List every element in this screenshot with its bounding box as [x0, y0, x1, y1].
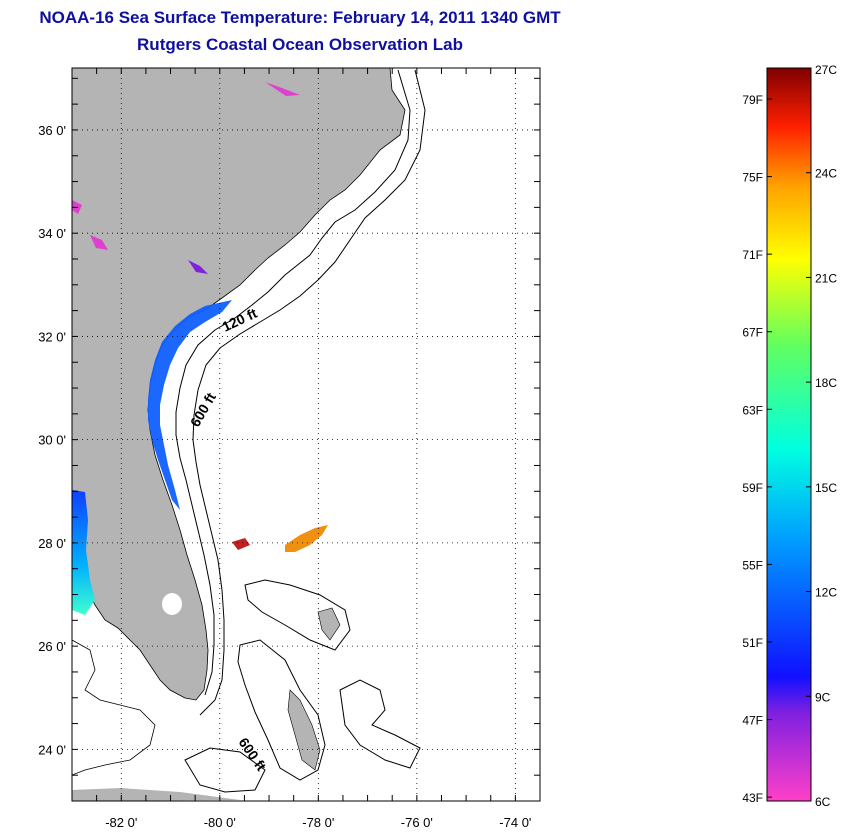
sst-gulf-patch	[72, 490, 95, 615]
colorbar-fahrenheit-label: 63F	[742, 403, 763, 417]
map-border	[71, 67, 541, 802]
longitude-labels: -82 0' -80 0' -78 0' -76 0' -74 0'	[105, 815, 531, 830]
colorbar-celsius-label: 15C	[815, 481, 837, 495]
colorbar-fahrenheit-label: 75F	[742, 171, 763, 185]
colorbar-fahrenheit-label: 43F	[742, 791, 763, 805]
colorbar-celsius-label: 6C	[815, 795, 831, 809]
sst-spot	[90, 235, 108, 250]
colorbar-celsius-labels: 27C 24C 21C 18C 15C 12C 9C 6C	[806, 63, 837, 809]
colorbar-celsius-label: 21C	[815, 271, 837, 285]
bahamas-island-central	[287, 689, 321, 771]
bahamas-bank-north	[244, 579, 351, 651]
longitude-label: -76 0'	[401, 815, 433, 830]
latitude-label: 32 0'	[38, 329, 66, 344]
sst-warm-patch	[285, 525, 328, 552]
colorbar-fahrenheit-label: 51F	[742, 636, 763, 650]
colorbar-fahrenheit-label: 79F	[742, 93, 763, 107]
map-grid	[71, 68, 541, 802]
sst-warm-patch-2	[232, 538, 250, 550]
map-title: NOAA-16 Sea Surface Temperature: Februar…	[39, 8, 561, 27]
latitude-labels: 36 0' 34 0' 32 0' 30 0' 28 0' 26 0' 24 0'	[38, 123, 66, 757]
latitude-label: 26 0'	[38, 639, 66, 654]
bahamas-bank-east	[339, 679, 421, 769]
contour-120ft	[175, 69, 411, 696]
sst-coastal-band	[148, 300, 232, 510]
bahamas-bank-central	[237, 639, 326, 781]
colorbar-celsius-label: 27C	[815, 63, 837, 77]
map-subtitle: Rutgers Coastal Ocean Observation Lab	[137, 35, 463, 54]
bahamas-island-north	[317, 607, 341, 641]
colorbar-celsius-label: 18C	[815, 376, 837, 390]
colorbar-fahrenheit-label: 71F	[742, 248, 763, 262]
colorbar-fahrenheit-label: 59F	[742, 481, 763, 495]
colorbar-fahrenheit-label: 47F	[742, 714, 763, 728]
sst-spot	[265, 82, 300, 96]
latitude-label: 30 0'	[38, 433, 66, 448]
latitude-label: 34 0'	[38, 226, 66, 241]
cuba-bank	[184, 747, 266, 793]
colorbar-fahrenheit-label: 67F	[742, 326, 763, 340]
colorbar-celsius-label: 12C	[815, 586, 837, 600]
longitude-label: -78 0'	[302, 815, 334, 830]
latitude-label: 36 0'	[38, 123, 66, 138]
colorbar-fahrenheit-label: 55F	[742, 558, 763, 572]
colorbar-celsius-label: 24C	[815, 167, 837, 181]
longitude-label: -80 0'	[204, 815, 236, 830]
latitude-label: 28 0'	[38, 536, 66, 551]
sst-spot	[188, 260, 208, 274]
contour-600ft	[192, 69, 426, 716]
longitude-label: -74 0'	[499, 815, 531, 830]
longitude-label: -82 0'	[105, 815, 137, 830]
gulf-contour	[72, 639, 156, 776]
colorbar-gradient	[766, 67, 812, 802]
lake-okeechobee	[162, 593, 182, 615]
land-mass	[72, 68, 406, 701]
colorbar-fahrenheit-labels: 79F 75F 71F 67F 63F 59F 55F 51F 47F 43F	[742, 93, 772, 805]
latitude-label: 24 0'	[38, 742, 66, 757]
southern-land-strip	[72, 788, 240, 801]
colorbar-celsius-label: 9C	[815, 690, 831, 704]
